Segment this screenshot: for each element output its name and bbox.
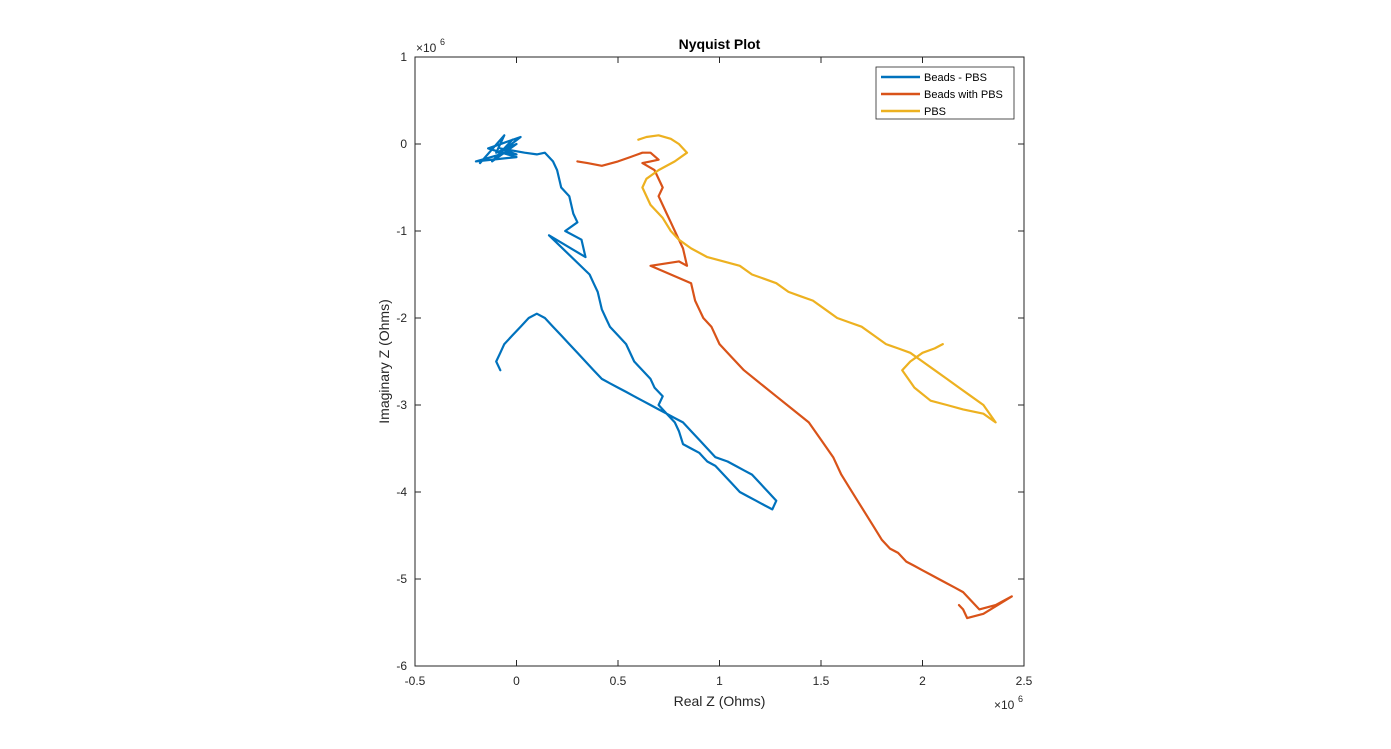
y-tick-label: -1	[396, 224, 407, 238]
x-exponent-base: ×10	[994, 698, 1015, 712]
y-axis-exponent: ×10 6	[416, 37, 445, 55]
ticks-layer: -0.5 0 0.5 1 1.5 2 2.5 -6 -5 -4 -3 -2 -1 0 1	[396, 50, 1032, 688]
x-tick-label: 0.5	[610, 674, 627, 688]
y-tick-label: -5	[396, 572, 407, 586]
y-tick-label: -6	[396, 659, 407, 673]
series-line-3	[637, 134, 997, 424]
y-tick-label: 0	[400, 137, 407, 151]
x-tick-label: 2	[919, 674, 926, 688]
y-exponent-power: 6	[440, 37, 445, 47]
chart-title: Nyquist Plot	[679, 36, 761, 52]
y-tick-label: -3	[396, 398, 407, 412]
y-exponent-base: ×10	[416, 41, 437, 55]
x-tick-label: 2.5	[1016, 674, 1033, 688]
series-layer	[474, 134, 1013, 620]
y-axis-label: Imaginary Z (Ohms)	[376, 299, 392, 423]
y-tick-label: -4	[396, 485, 407, 499]
series-line-1	[474, 134, 778, 511]
x-axis-exponent: ×10 6	[994, 694, 1023, 712]
legend: Beads - PBS Beads with PBS PBS	[875, 66, 1015, 120]
x-tick-label: 1	[716, 674, 723, 688]
x-tick-label: 0	[513, 674, 520, 688]
x-exponent-power: 6	[1018, 694, 1023, 704]
y-tick-label: 1	[400, 50, 407, 64]
y-tick-label: -2	[396, 311, 407, 325]
x-axis-label: Real Z (Ohms)	[674, 693, 766, 709]
series-line-2	[576, 151, 1013, 620]
legend-label: PBS	[924, 106, 946, 118]
x-tick-label: -0.5	[405, 674, 426, 688]
x-tick-label: 1.5	[813, 674, 830, 688]
legend-label: Beads - PBS	[924, 72, 987, 84]
legend-label: Beads with PBS	[924, 89, 1003, 101]
